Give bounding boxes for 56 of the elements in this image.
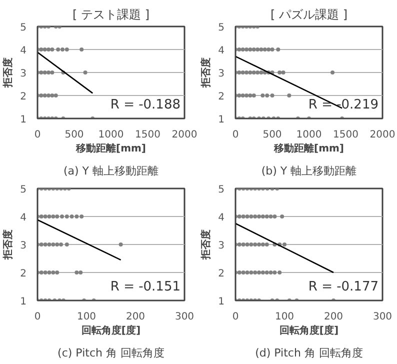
x-tick-label: 1000 — [98, 130, 124, 140]
x-axis-title: 回転角度[度] — [279, 324, 339, 336]
annotation: R = -0.177 — [308, 280, 379, 294]
x-tick-label: 500 — [64, 130, 84, 140]
y-axis-title: 拒否度 — [2, 230, 14, 260]
annotation: R = -0.188 — [110, 98, 181, 112]
y-axis-title: 拒否度 — [200, 58, 212, 88]
x-axis-title: 回転角度[度] — [81, 324, 141, 336]
x-tick-label: 500 — [262, 130, 282, 140]
y-tick-label: 4 — [20, 212, 27, 224]
y-tick-label: 1 — [218, 114, 225, 126]
y-tick-label: 5 — [20, 184, 27, 196]
annotation: R = -0.219 — [308, 98, 379, 112]
x-tick-label: 200 — [324, 312, 344, 322]
x-tick-label: 2000 — [370, 130, 396, 140]
y-tick-label: 5 — [218, 184, 225, 196]
y-tick-label: 3 — [218, 240, 225, 252]
y-tick-label: 3 — [20, 240, 27, 252]
x-tick-label: 2000 — [172, 130, 198, 140]
y-tick-label: 4 — [218, 46, 225, 56]
y-tick-label: 3 — [20, 68, 27, 80]
y-tick-label: 1 — [20, 296, 27, 308]
y-tick-label: 4 — [218, 212, 225, 224]
text: (c) Pitch 角 回転角度 — [58, 346, 164, 360]
x-tick-label: 100 — [76, 312, 96, 322]
x-tick-label: 1000 — [296, 130, 322, 140]
y-tick-label: 5 — [20, 22, 27, 34]
annotation: R = -0.151 — [110, 280, 181, 294]
y-tick-label: 5 — [218, 22, 225, 34]
y-tick-label: 3 — [218, 68, 225, 80]
text: (a) Y 軸上移動距離 — [63, 164, 159, 178]
text: (b) Y 軸上移動距離 — [261, 164, 357, 178]
x-tick-label: 0 — [34, 312, 41, 322]
x-tick-label: 0 — [232, 130, 239, 140]
y-tick-label: 2 — [218, 268, 225, 280]
chart-title: [ パズル課題 ] — [270, 8, 348, 22]
x-tick-label: 300 — [372, 312, 392, 322]
x-axis-title: 移動距離[mm] — [75, 142, 146, 154]
chart-title: [ テスト課題 ] — [72, 8, 150, 22]
y-tick-label: 2 — [20, 268, 27, 280]
y-tick-label: 2 — [20, 92, 27, 102]
x-tick-label: 1500 — [135, 130, 160, 140]
y-tick-label: 1 — [218, 296, 225, 308]
x-tick-label: 200 — [126, 312, 146, 322]
x-tick-label: 1500 — [333, 130, 358, 140]
x-tick-label: 0 — [34, 130, 41, 140]
text: (d) Pitch 角 回転角度 — [255, 346, 363, 360]
y-tick-label: 4 — [20, 46, 27, 56]
x-tick-label: 100 — [274, 312, 294, 322]
y-axis-title: 拒否度 — [200, 230, 212, 260]
x-tick-label: 0 — [232, 312, 239, 322]
y-tick-label: 2 — [218, 92, 225, 102]
y-tick-label: 1 — [20, 114, 27, 126]
x-axis-title: 移動距離[mm] — [273, 142, 344, 154]
y-axis-title: 拒否度 — [2, 58, 14, 88]
x-tick-label: 300 — [174, 312, 194, 322]
